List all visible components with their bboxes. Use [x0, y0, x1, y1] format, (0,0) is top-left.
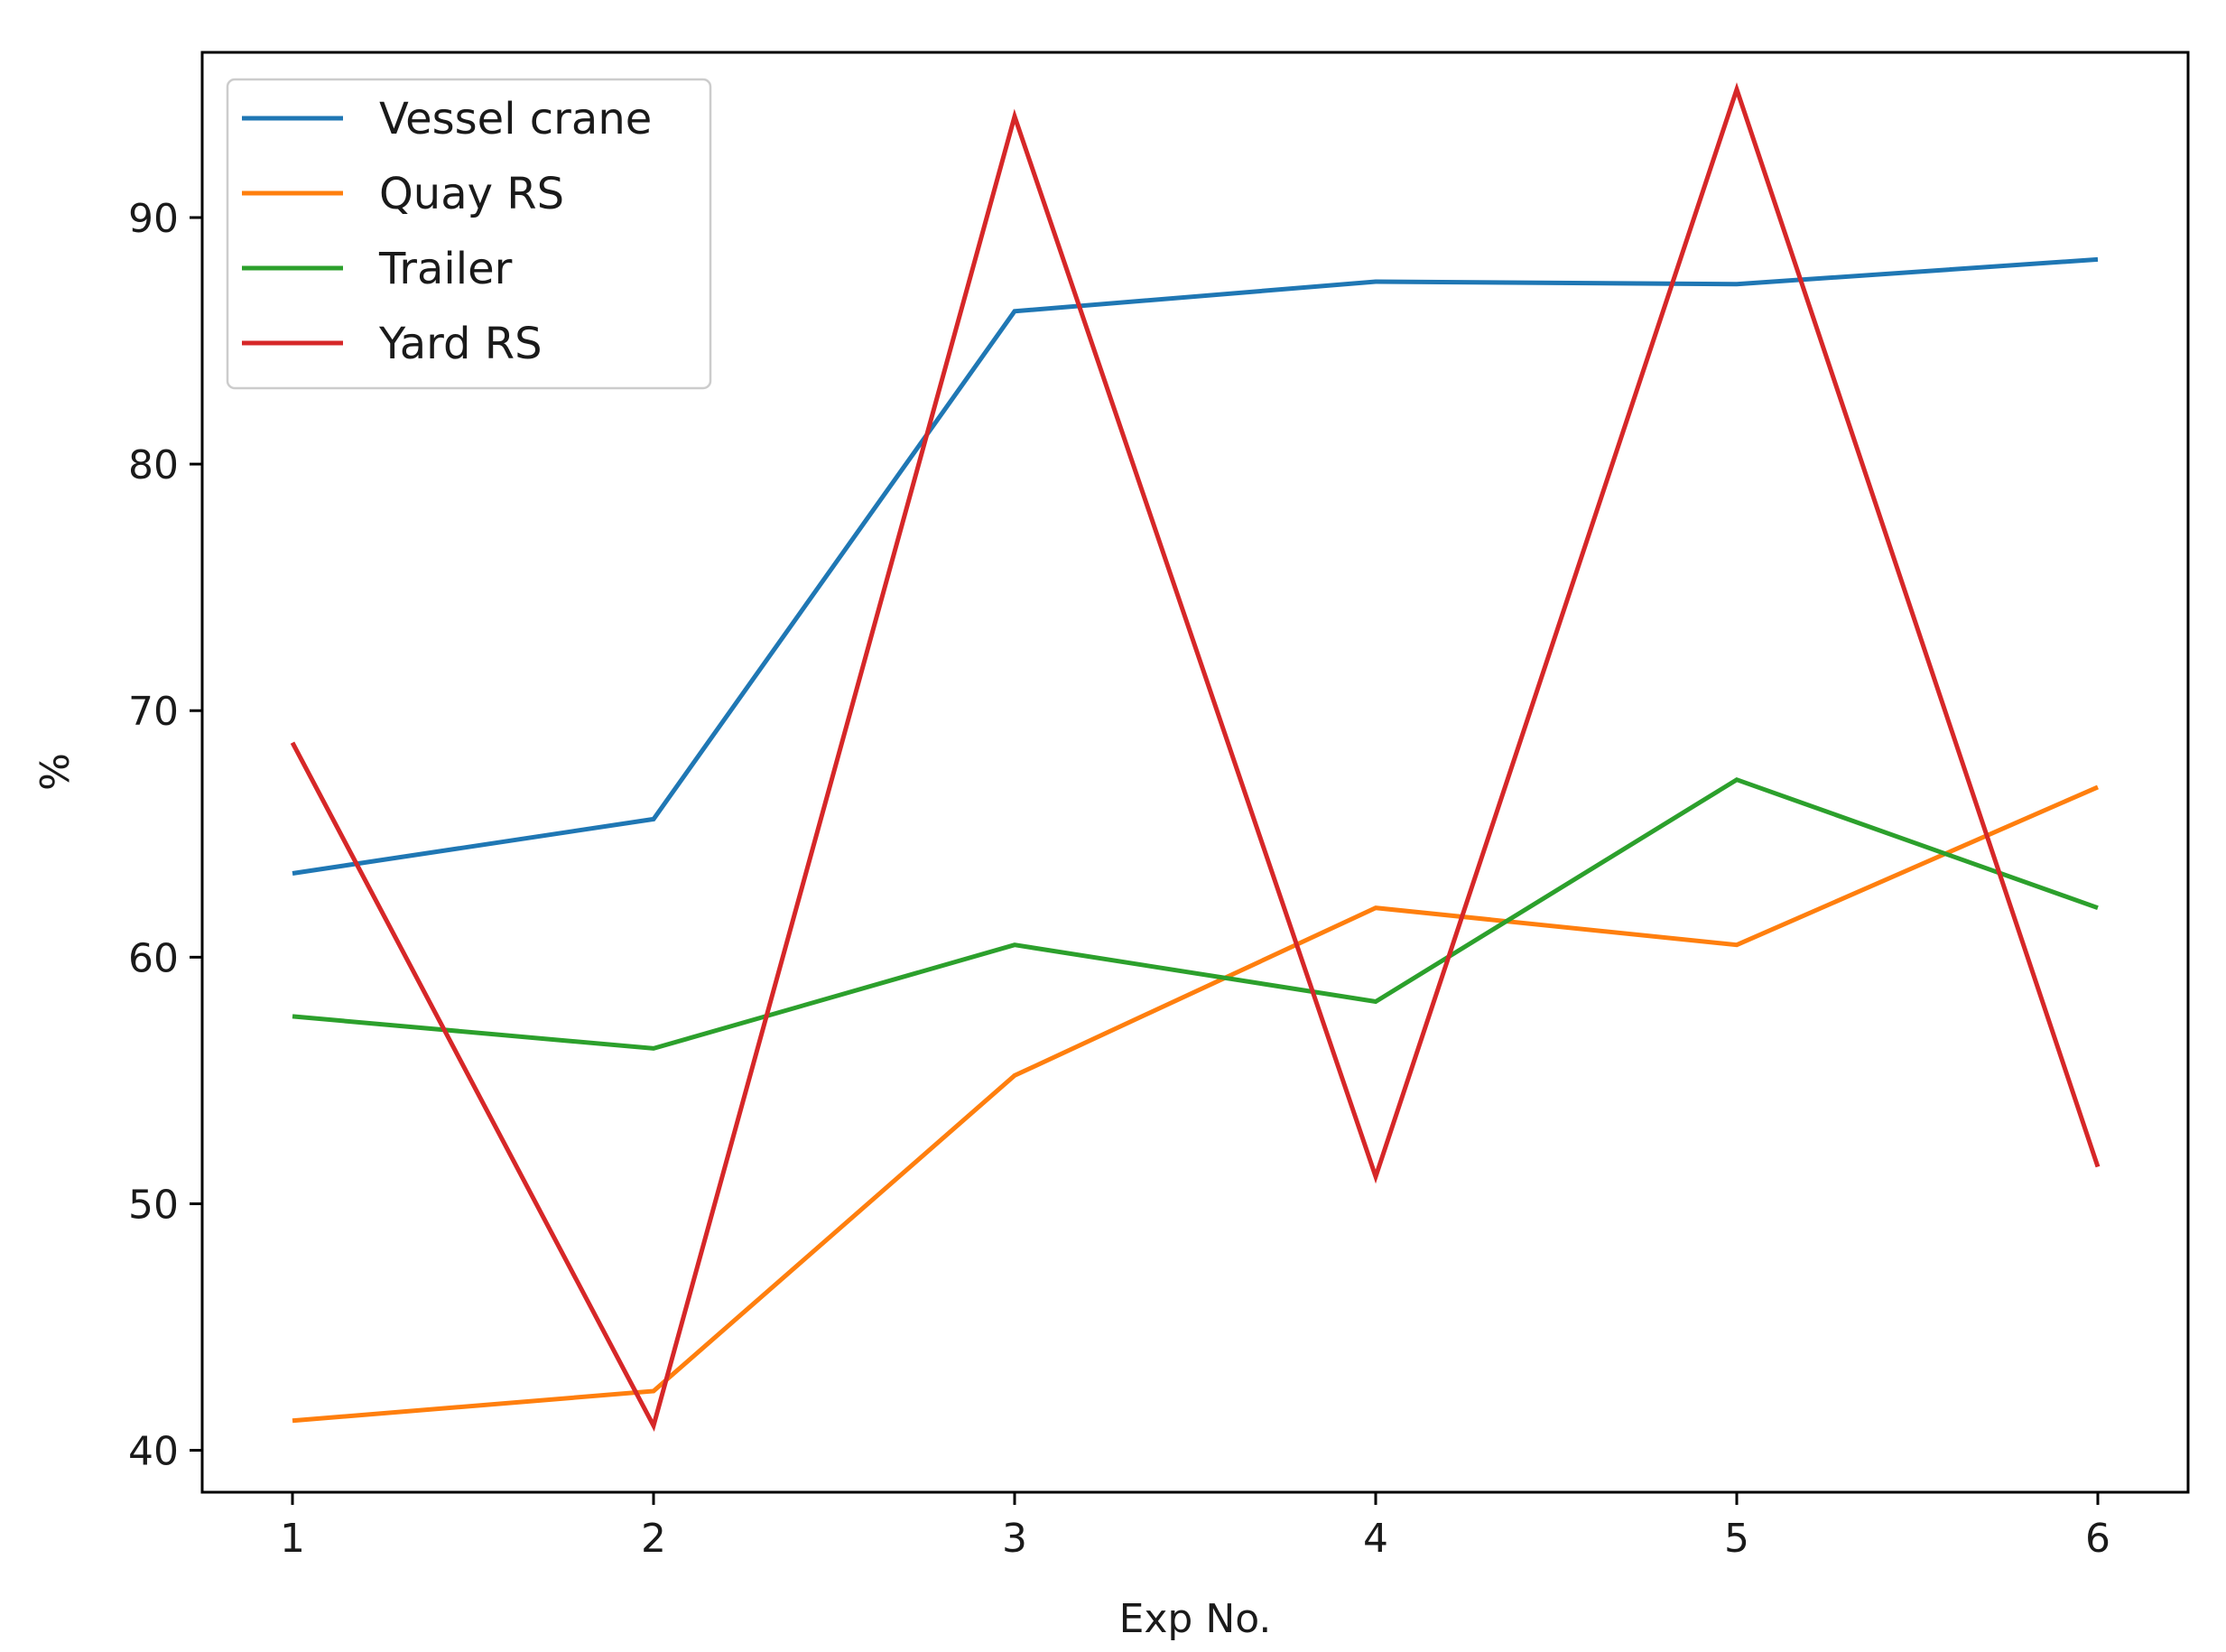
x-tick-label: 4 — [1363, 1516, 1388, 1562]
x-tick-label: 1 — [280, 1516, 305, 1562]
series-line-vessel-crane — [292, 256, 2099, 876]
y-tick-label: 50 — [128, 1182, 179, 1228]
series-line-quay-rs — [292, 784, 2100, 1424]
legend-items: Vessel crane Quay RS Trailer Yard RS — [242, 94, 652, 369]
y-tick-label: 70 — [128, 689, 179, 735]
legend: Vessel crane Quay RS Trailer Yard RS — [226, 78, 712, 390]
x-axis-ticks: 1 2 3 4 5 6 — [280, 1492, 2110, 1562]
y-tick-label: 80 — [128, 442, 179, 488]
legend-label-yard-rs: Yard RS — [378, 319, 543, 369]
x-tick-label: 6 — [2085, 1516, 2110, 1562]
x-tick-label: 3 — [1002, 1516, 1027, 1562]
y-axis-ticks: 40 50 60 70 80 90 — [128, 196, 202, 1475]
series-line-yard-rs — [290, 82, 2101, 1433]
x-tick-label: 5 — [1724, 1516, 1749, 1562]
legend-label-vessel-crane: Vessel crane — [379, 94, 652, 144]
y-tick-label: 90 — [128, 196, 179, 242]
x-axis-label: Exp No. — [1119, 1596, 1272, 1642]
y-tick-label: 40 — [128, 1429, 179, 1475]
legend-label-quay-rs: Quay RS — [379, 169, 564, 219]
legend-box — [226, 78, 712, 390]
y-tick-label: 60 — [128, 935, 179, 981]
plot-frame — [200, 51, 2190, 1494]
series-line-trailer — [292, 776, 2099, 1051]
legend-label-trailer: Trailer — [378, 244, 513, 294]
x-tick-label: 2 — [641, 1516, 666, 1562]
series-layer — [290, 82, 2101, 1433]
y-axis-label: % — [32, 753, 79, 791]
